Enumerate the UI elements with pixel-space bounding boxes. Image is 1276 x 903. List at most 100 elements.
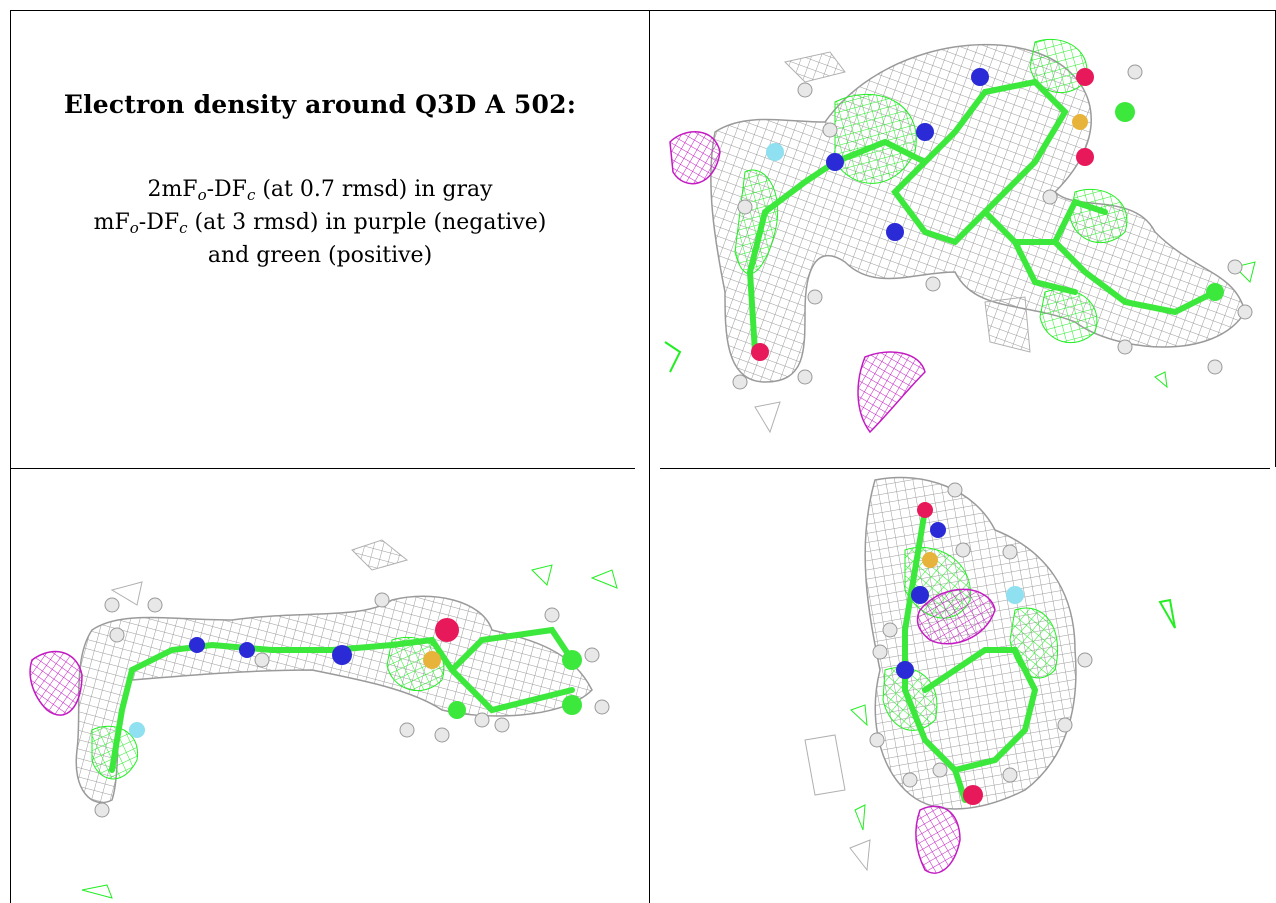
hydrogen-atom xyxy=(947,482,963,498)
grid-middle-divider-right xyxy=(660,468,1270,469)
caption-line2-mid: -DF xyxy=(138,210,180,235)
hydrogen-atom-8 xyxy=(434,727,450,743)
green-positive-mesh-8 xyxy=(1154,371,1168,389)
purple-negative-mesh-2 xyxy=(915,805,961,874)
caption-line1-prefix: 2mF xyxy=(147,177,198,202)
nitrogen-atom-2 xyxy=(911,586,929,604)
hydrogen-atom-7 xyxy=(807,289,823,305)
ligand-atoms xyxy=(869,482,1093,805)
gray-density-fragment xyxy=(784,51,846,83)
nitrogen-atom xyxy=(930,522,946,538)
grid-top-border xyxy=(10,10,1276,11)
green-positive-mesh-4 xyxy=(590,569,618,589)
hydrogen-atom-5 xyxy=(732,374,748,390)
purple-negative-mesh xyxy=(669,131,721,185)
oxygen-atom xyxy=(435,618,459,642)
hydrogen-atom xyxy=(797,82,813,98)
grid-center-divider xyxy=(649,10,650,903)
sulfur-atom xyxy=(423,651,441,669)
oxygen-atom xyxy=(917,502,933,518)
gray-density-fragment-3 xyxy=(754,401,781,434)
hydrogen-atom-3 xyxy=(1002,544,1018,560)
hydrogen-atom-5 xyxy=(374,592,390,608)
caption-line1-sub-c: c xyxy=(246,186,256,204)
green-positive-mesh-5 xyxy=(734,169,779,275)
nitrogen-atom-4 xyxy=(886,223,904,241)
ligand-atoms xyxy=(94,592,610,818)
green-positive-mesh xyxy=(834,93,917,184)
hydrogen-atom-11 xyxy=(1002,767,1018,783)
grid-middle-divider-left xyxy=(10,468,635,469)
hydrogen-atom-3 xyxy=(109,627,125,643)
hydrogen-atom-12 xyxy=(594,699,610,715)
carbon-atom xyxy=(1115,102,1135,122)
green-positive-mesh-6 xyxy=(850,704,868,727)
density-view-bottom-right-image xyxy=(804,476,1176,874)
hydrogen-atom-13 xyxy=(494,717,510,733)
gray-density-mesh xyxy=(75,595,593,804)
carbon-atom-2 xyxy=(562,650,582,670)
density-view-bottom-left xyxy=(12,470,648,902)
caption-line2-sub-c: c xyxy=(179,219,188,237)
caption-line1-suffix: (at 0.7 rmsd) in gray xyxy=(255,177,493,202)
caption-line2-prefix: mF xyxy=(93,210,130,235)
density-view-top-right xyxy=(655,12,1270,466)
caption-cell: Electron density around Q3D A 502: 2mFo-… xyxy=(10,90,630,271)
purple-negative-mesh xyxy=(916,588,996,645)
hydrogen-atom-6 xyxy=(797,369,813,385)
density-view-top-right-image xyxy=(664,38,1256,434)
hydrogen-atom-6 xyxy=(94,802,110,818)
nitrogen-atom-2 xyxy=(239,642,255,658)
hydrogen-atom-11 xyxy=(584,647,600,663)
hydrogen-atom-4 xyxy=(737,199,753,215)
fluorine-atom xyxy=(1006,586,1024,604)
hydrogen-atom-2 xyxy=(955,542,971,558)
hydrogen-atom-8 xyxy=(869,732,885,748)
carbon-atom-2 xyxy=(1206,283,1224,301)
hydrogen-atom-13 xyxy=(925,276,941,292)
nitrogen-atom-3 xyxy=(332,645,352,665)
nitrogen-atom xyxy=(189,637,205,653)
oxygen-atom-2 xyxy=(1076,148,1094,166)
gray-density-mesh xyxy=(710,43,1246,383)
hydrogen-atom-4 xyxy=(254,652,270,668)
hydrogen-atom-9 xyxy=(1117,339,1133,355)
caption-line2-suffix: (at 3 rmsd) in purple (negative) xyxy=(187,210,547,235)
caption-line2-sub-o: o xyxy=(129,219,139,237)
purple-negative-mesh-2 xyxy=(857,351,926,434)
fluorine-atom xyxy=(129,722,145,738)
hydrogen-atom-7 xyxy=(1057,717,1073,733)
hydrogen-atom-10 xyxy=(1227,259,1243,275)
hydrogen-atom-4 xyxy=(882,622,898,638)
green-positive-mesh-3 xyxy=(531,564,553,586)
caption-line1-sub-o: o xyxy=(197,186,207,204)
nitrogen-atom-3 xyxy=(971,68,989,86)
gray-density-fragment-2 xyxy=(984,296,1031,353)
density-view-bottom-left-image xyxy=(29,539,618,899)
green-positive-mesh-7 xyxy=(664,341,682,373)
carbon-atom-3 xyxy=(562,695,582,715)
hydrogen-atom-5 xyxy=(872,644,888,660)
green-positive-mesh-5 xyxy=(854,804,866,831)
hydrogen-atom-12 xyxy=(1207,359,1223,375)
green-positive-mesh-6 xyxy=(1234,261,1256,283)
nitrogen-atom xyxy=(826,153,844,171)
gray-density-fragment-2 xyxy=(849,839,871,872)
purple-negative-mesh xyxy=(29,650,83,716)
ligand-bonds xyxy=(109,626,575,773)
hydrogen-atom-10 xyxy=(544,607,560,623)
fluorine-atom xyxy=(766,143,784,161)
hydrogen-atom-10 xyxy=(932,762,948,778)
nitrogen-atom-2 xyxy=(916,123,934,141)
caption-line-2fo-dfc: 2mFo-DFc (at 0.7 rmsd) in gray xyxy=(10,174,630,207)
gray-density-fragment xyxy=(804,734,846,796)
caption-line-fo-dfc: mFo-DFc (at 3 rmsd) in purple (negative) xyxy=(10,207,630,240)
hydrogen-atom-3 xyxy=(1127,64,1143,80)
carbon-atom xyxy=(448,701,466,719)
green-positive-mesh-4 xyxy=(1158,598,1176,629)
sulfur-atom xyxy=(1072,114,1088,130)
hydrogen-atom-2 xyxy=(822,122,838,138)
caption-line1-mid: -DF xyxy=(206,177,247,202)
oxygen-atom-3 xyxy=(751,343,769,361)
